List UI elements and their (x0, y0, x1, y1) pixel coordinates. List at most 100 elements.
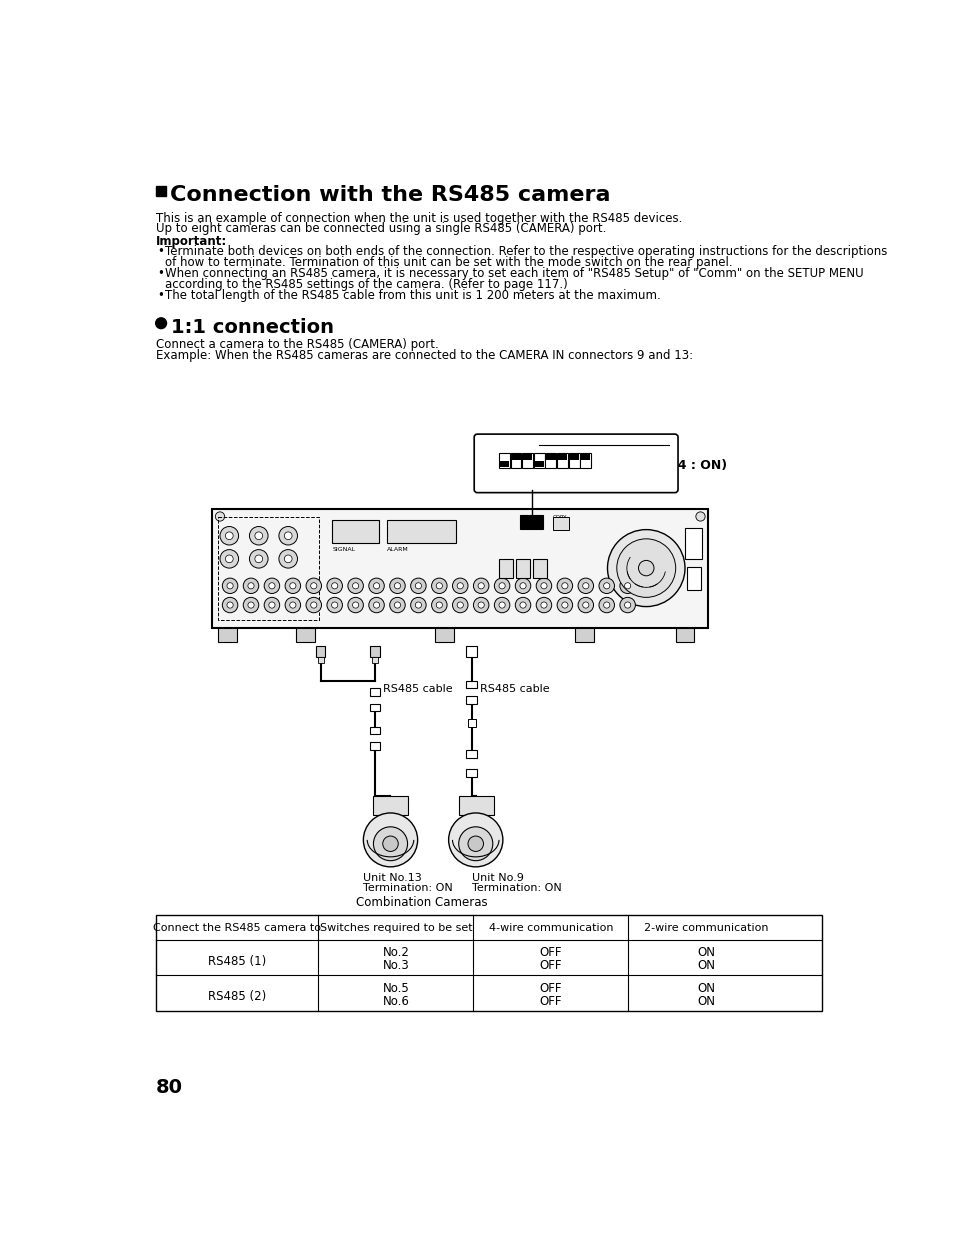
Bar (155, 915, 821, 1011)
Circle shape (431, 597, 447, 612)
Text: 1: 1 (501, 470, 506, 479)
Circle shape (410, 578, 426, 594)
Text: 4-wire communication: 4-wire communication (488, 923, 613, 933)
Bar (553, 517, 568, 531)
Bar (369, 726, 380, 735)
Circle shape (306, 578, 321, 594)
Bar (498, 559, 513, 578)
Circle shape (456, 583, 463, 589)
Circle shape (254, 555, 262, 563)
Circle shape (436, 602, 442, 609)
Text: Connect the RS485 camera to: Connect the RS485 camera to (152, 923, 321, 933)
Circle shape (290, 583, 295, 589)
Circle shape (249, 527, 268, 546)
Circle shape (332, 583, 337, 589)
Circle shape (498, 583, 505, 589)
Text: 6: 6 (559, 470, 564, 479)
Text: No.2: No.2 (382, 946, 409, 959)
Text: COPY: COPY (553, 515, 567, 520)
Text: ALARM: ALARM (386, 547, 408, 552)
Circle shape (264, 597, 279, 612)
Circle shape (468, 836, 483, 851)
Circle shape (215, 512, 224, 521)
Circle shape (452, 597, 468, 612)
Bar (369, 688, 380, 696)
Bar (373, 797, 408, 815)
Circle shape (353, 583, 358, 589)
Text: ON: ON (697, 959, 714, 972)
Circle shape (410, 597, 426, 612)
Circle shape (243, 578, 258, 594)
Circle shape (227, 583, 233, 589)
Text: RS485 (1): RS485 (1) (208, 955, 266, 967)
Bar (435, 628, 454, 642)
Circle shape (557, 578, 572, 594)
Bar (468, 719, 476, 726)
Text: Combination Cameras: Combination Cameras (355, 896, 487, 909)
Circle shape (494, 578, 509, 594)
Text: •: • (157, 245, 164, 259)
Circle shape (269, 602, 274, 609)
Circle shape (515, 597, 530, 612)
Circle shape (390, 597, 405, 612)
Circle shape (561, 602, 567, 609)
Circle shape (598, 578, 614, 594)
Bar (519, 515, 542, 529)
Circle shape (278, 527, 297, 546)
Circle shape (456, 602, 463, 609)
Bar (317, 657, 323, 663)
Circle shape (561, 583, 567, 589)
Circle shape (617, 539, 675, 597)
Circle shape (415, 583, 421, 589)
Text: 8: 8 (583, 470, 588, 479)
Text: according to the RS485 settings of the camera. (Refer to page 117.): according to the RS485 settings of the c… (165, 278, 567, 291)
Circle shape (431, 578, 447, 594)
Bar (557, 453, 567, 468)
Circle shape (284, 532, 292, 539)
Text: 1:1 connection: 1:1 connection (171, 318, 334, 336)
Text: No.3: No.3 (382, 959, 409, 972)
Text: 2: 2 (513, 470, 517, 479)
Circle shape (619, 597, 635, 612)
Bar (295, 628, 314, 642)
Circle shape (473, 578, 488, 594)
Circle shape (494, 597, 509, 612)
Circle shape (452, 578, 468, 594)
Text: OFF: OFF (539, 946, 561, 959)
Text: MODE: MODE (521, 517, 537, 522)
Text: When connecting an RS485 camera, it is necessary to set each item of "RS485 Setu: When connecting an RS485 camera, it is n… (165, 267, 862, 280)
Circle shape (448, 813, 502, 867)
Circle shape (220, 549, 238, 568)
Circle shape (394, 602, 400, 609)
Circle shape (227, 602, 233, 609)
Bar (466, 696, 476, 704)
Bar (684, 528, 701, 559)
Bar (386, 521, 456, 543)
Text: (No. 1, No. 4 : ON): (No. 1, No. 4 : ON) (598, 459, 726, 471)
Circle shape (477, 602, 484, 609)
Circle shape (415, 602, 421, 609)
Circle shape (619, 578, 635, 594)
Bar (466, 680, 476, 688)
Text: Termination: ON: Termination: ON (472, 883, 561, 893)
Circle shape (290, 602, 295, 609)
Bar (332, 521, 378, 543)
Bar (521, 453, 533, 468)
Bar (545, 453, 556, 468)
Circle shape (557, 597, 572, 612)
Circle shape (373, 826, 407, 861)
Circle shape (369, 597, 384, 612)
Circle shape (249, 549, 268, 568)
Bar (686, 567, 700, 590)
Circle shape (373, 602, 379, 609)
Circle shape (473, 597, 488, 612)
Text: Unit No.9: Unit No.9 (472, 873, 523, 883)
Text: •: • (157, 267, 164, 280)
Text: Terminate both devices on both ends of the connection. Refer to the respective o: Terminate both devices on both ends of t… (165, 245, 886, 259)
Text: 7: 7 (571, 470, 576, 479)
Circle shape (353, 602, 358, 609)
Bar (558, 453, 567, 459)
Circle shape (695, 512, 704, 521)
Bar (569, 453, 578, 459)
Circle shape (394, 583, 400, 589)
